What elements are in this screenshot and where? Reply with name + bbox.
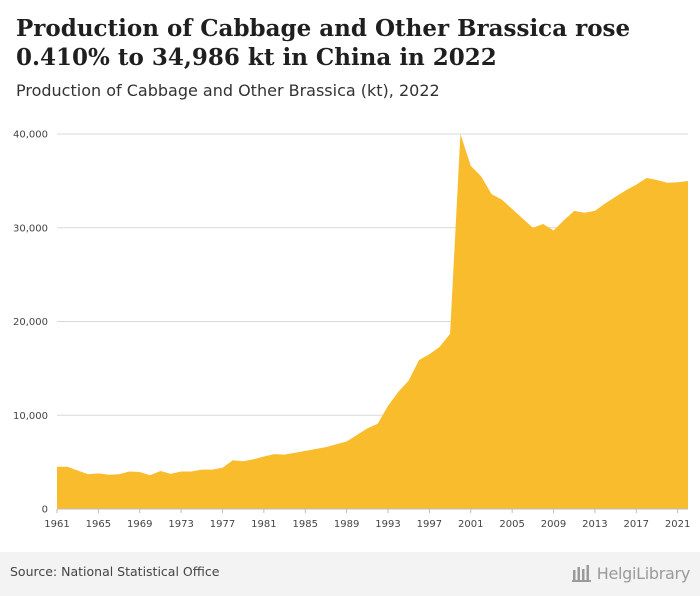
data-point[interactable] <box>406 378 412 384</box>
data-point[interactable] <box>282 452 288 458</box>
data-point[interactable] <box>178 469 184 475</box>
logo-text: HelgiLibrary <box>596 563 691 583</box>
data-point[interactable] <box>664 180 670 186</box>
data-point[interactable] <box>271 451 277 457</box>
data-point[interactable] <box>540 221 546 227</box>
data-point[interactable] <box>292 450 298 456</box>
data-point[interactable] <box>685 178 691 184</box>
data-point[interactable] <box>54 464 60 470</box>
x-tick-label: 2013 <box>582 519 607 530</box>
data-point[interactable] <box>551 228 557 234</box>
data-point[interactable] <box>64 464 70 470</box>
data-point[interactable] <box>147 472 153 478</box>
data-point[interactable] <box>602 200 608 206</box>
source-text: Source: National Statistical Office <box>10 564 220 579</box>
data-point[interactable] <box>385 403 391 409</box>
data-point[interactable] <box>561 217 567 223</box>
chart-svg: 0 10,000 20,000 30,000 40,000 1961 1965 1969 197… <box>13 130 691 531</box>
y-tick-label: 30,000 <box>13 223 48 234</box>
data-point[interactable] <box>519 215 525 221</box>
x-tick-label: 1973 <box>168 519 193 530</box>
data-point[interactable] <box>333 441 339 447</box>
helgilibrary-logo[interactable]: HelgiLibrary <box>571 559 690 587</box>
data-point[interactable] <box>240 458 246 464</box>
data-point[interactable] <box>302 448 308 454</box>
data-point[interactable] <box>313 446 319 452</box>
data-point[interactable] <box>344 439 350 445</box>
data-point[interactable] <box>375 421 381 427</box>
data-point[interactable] <box>416 357 422 363</box>
data-point[interactable] <box>354 432 360 438</box>
x-tick-label: 1965 <box>86 519 111 530</box>
data-point[interactable] <box>199 467 205 473</box>
x-tick-label: 2017 <box>624 519 649 530</box>
x-tick-label: 1961 <box>44 519 69 530</box>
data-point[interactable] <box>323 444 329 450</box>
chart-subtitle: Production of Cabbage and Other Brassica… <box>16 81 440 100</box>
data-point[interactable] <box>530 225 536 231</box>
footer: Source: National Statistical Office Helg… <box>0 552 700 596</box>
data-point[interactable] <box>457 131 463 137</box>
data-point[interactable] <box>168 471 174 477</box>
data-point[interactable] <box>592 208 598 214</box>
data-point[interactable] <box>468 163 474 169</box>
x-tick-label: 2001 <box>458 519 483 530</box>
y-tick-label: 0 <box>42 505 48 516</box>
x-tick-label: 2021 <box>665 519 690 530</box>
data-point[interactable] <box>85 471 91 477</box>
data-point[interactable] <box>395 389 401 395</box>
y-tick-label: 10,000 <box>13 411 48 422</box>
x-tick-label: 2009 <box>541 519 566 530</box>
data-point[interactable] <box>488 191 494 197</box>
y-tick-label: 40,000 <box>13 130 48 141</box>
area-chart: 0 10,000 20,000 30,000 40,000 1961 1965 1969 197… <box>0 120 700 540</box>
data-point[interactable] <box>675 179 681 185</box>
data-point[interactable] <box>426 351 432 357</box>
data-point[interactable] <box>220 465 226 471</box>
data-point[interactable] <box>95 470 101 476</box>
y-tick-label: 20,000 <box>13 317 48 328</box>
data-point[interactable] <box>116 471 122 477</box>
data-point[interactable] <box>437 344 443 350</box>
data-point[interactable] <box>364 425 370 431</box>
x-tick-label: 1997 <box>417 519 442 530</box>
data-point[interactable] <box>623 187 629 193</box>
data-point[interactable] <box>644 175 650 181</box>
data-point[interactable] <box>188 469 194 475</box>
chart-title: Production of Cabbage and Other Brassica… <box>16 15 631 71</box>
x-tick-label: 1989 <box>334 519 359 530</box>
x-tick-label: 1977 <box>210 519 235 530</box>
data-point[interactable] <box>613 194 619 200</box>
data-point[interactable] <box>654 177 660 183</box>
x-tick-label: 1969 <box>127 519 152 530</box>
x-tick-label: 2005 <box>499 519 524 530</box>
x-tick-label: 1981 <box>251 519 276 530</box>
data-point[interactable] <box>251 456 257 462</box>
data-point[interactable] <box>571 208 577 214</box>
data-point[interactable] <box>126 469 132 475</box>
data-point[interactable] <box>582 210 588 216</box>
data-point[interactable] <box>499 197 505 203</box>
area-series[interactable] <box>57 134 688 509</box>
data-point[interactable] <box>633 182 639 188</box>
data-point[interactable] <box>137 469 143 475</box>
x-tick-label: 1993 <box>375 519 400 530</box>
x-tick-label: 1985 <box>293 519 318 530</box>
library-building-icon <box>571 565 591 582</box>
data-point[interactable] <box>106 472 112 478</box>
data-point[interactable] <box>478 173 484 179</box>
data-point[interactable] <box>75 468 81 474</box>
data-point[interactable] <box>230 457 236 463</box>
data-point[interactable] <box>509 206 515 212</box>
data-point[interactable] <box>447 331 453 337</box>
data-point[interactable] <box>157 468 163 474</box>
data-point[interactable] <box>261 454 267 460</box>
data-point[interactable] <box>209 467 215 473</box>
